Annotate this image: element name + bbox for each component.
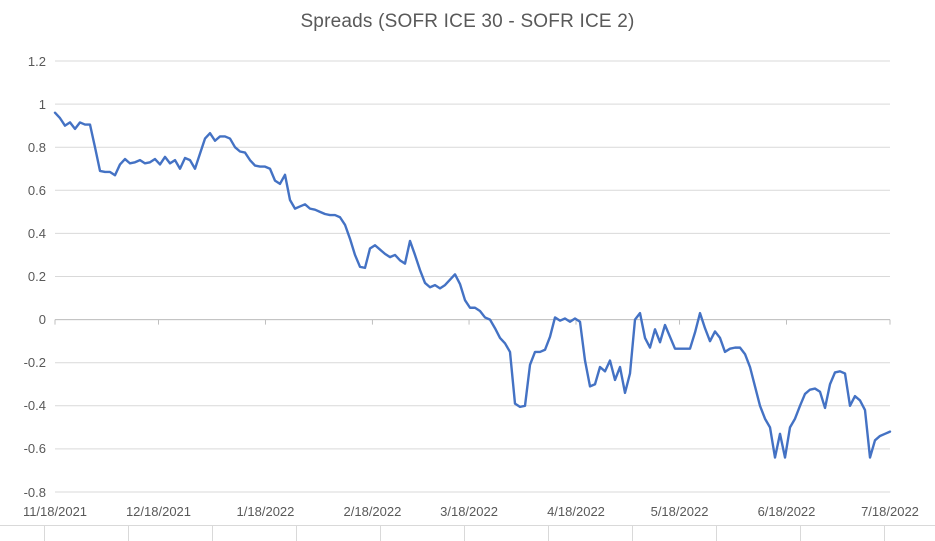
category-axis [54, 319, 891, 325]
x-axis-tick-label: 7/18/2022 [861, 504, 919, 519]
x-axis-tick-label: 5/18/2022 [650, 504, 709, 519]
y-axis-tick-label: 0.2 [27, 269, 46, 284]
chart-title: Spreads (SOFR ICE 30 - SOFR ICE 2) [300, 11, 635, 32]
x-axis-tick-label: 6/18/2022 [757, 504, 816, 519]
gridlines [55, 60, 890, 493]
x-axis-tick-label: 1/18/2022 [236, 504, 295, 519]
x-axis-tick-label: 11/18/2021 [22, 504, 88, 519]
x-axis-tick-label: 2/18/2022 [343, 504, 402, 519]
x-axis-tick-label: 4/18/2022 [547, 504, 605, 519]
x-axis-tick-label: 3/18/2022 [440, 504, 498, 519]
spread-series-line [53, 111, 892, 459]
y-axis-tick-label: -0.2 [23, 355, 46, 371]
y-axis-tick-label: -0.8 [23, 484, 46, 500]
y-axis-tick-label: -0.6 [23, 441, 46, 457]
y-axis-tick-label: 0.6 [27, 182, 46, 198]
y-axis-tick-label: 1 [38, 96, 46, 112]
y-axis-tick-label: 0.8 [27, 139, 46, 155]
y-axis-tick-label: 0 [38, 312, 46, 328]
worksheet-gridlines [0, 525, 935, 541]
x-axis-tick-label: 12/18/2021 [125, 504, 192, 519]
series-line [53, 111, 892, 459]
y-axis-tick-label: 1.2 [27, 53, 46, 69]
y-axis-tick-label: 0.4 [27, 225, 46, 241]
y-axis-tick-label: -0.4 [23, 398, 46, 414]
